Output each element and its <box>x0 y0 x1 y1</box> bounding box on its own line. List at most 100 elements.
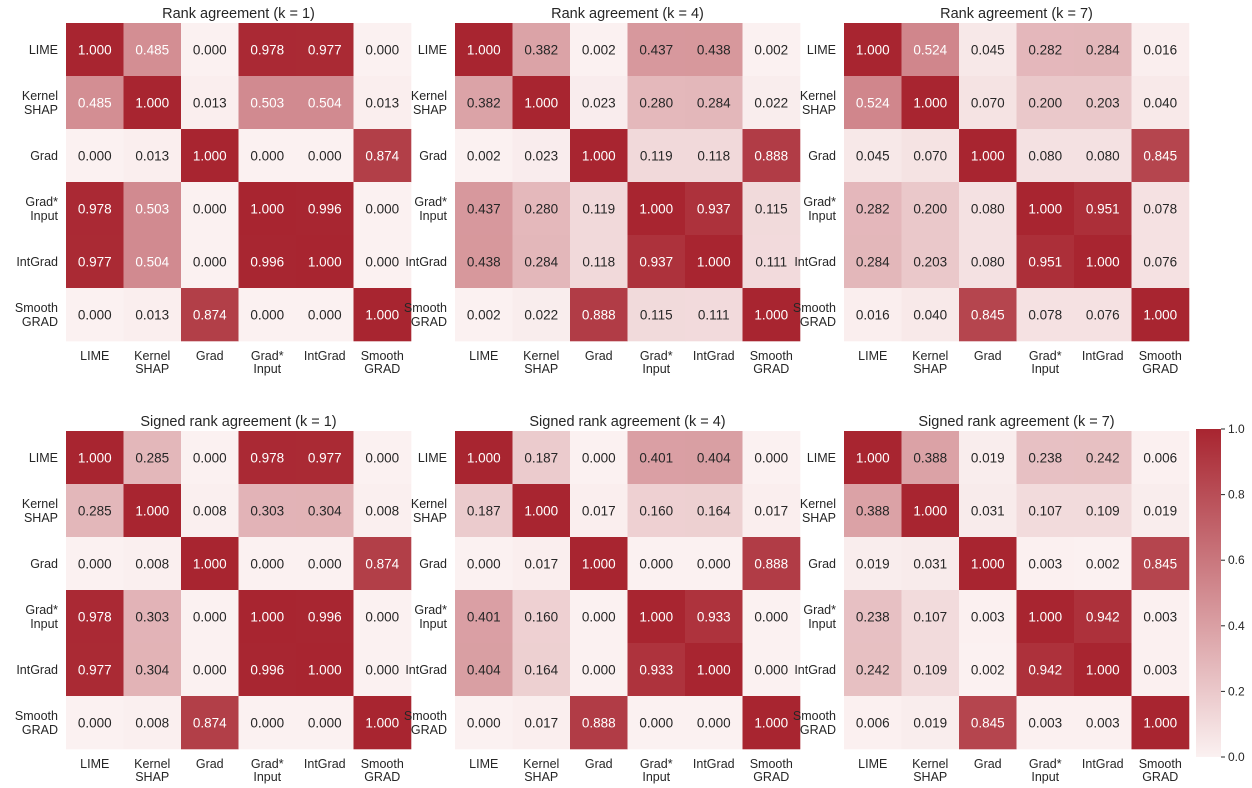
heatmap-cell <box>627 129 686 183</box>
heatmap-cell <box>181 129 239 183</box>
heatmap-cell <box>238 23 297 77</box>
col-tick-label: Grad <box>196 757 224 771</box>
heatmap-cell <box>238 537 297 591</box>
heatmap-cell <box>455 235 513 289</box>
heatmap-cell <box>123 643 182 697</box>
heatmap-cell <box>123 696 182 750</box>
heatmap-cell <box>742 182 801 236</box>
cell-value-label: 0.401 <box>639 451 673 466</box>
heatmap-cell <box>353 696 412 750</box>
row-tick-label: LIME <box>29 43 58 57</box>
heatmap-cell <box>901 129 960 183</box>
heatmap-cell <box>123 235 182 289</box>
col-tick-label: Grad* Input <box>251 757 284 784</box>
heatmap-cell <box>181 696 239 750</box>
cell-value-label: 0.080 <box>971 202 1005 217</box>
cell-value-label: 0.000 <box>250 308 284 323</box>
col-tick-label: Grad <box>585 757 613 771</box>
cell-value-label: 1.000 <box>524 96 558 111</box>
heatmap-cell <box>455 537 513 591</box>
cell-value-label: 0.000 <box>78 557 112 572</box>
col-tick-label: Kernel SHAP <box>523 757 559 784</box>
colorbar: 0.0 0.2 0.4 0.6 0.8 1.0 <box>1196 422 1245 764</box>
heatmap-cell <box>181 23 239 77</box>
cell-value-label: 0.303 <box>135 610 169 625</box>
row-tick-label: IntGrad <box>16 255 58 269</box>
heatmap-cell <box>66 129 124 183</box>
col-tick-label: Smooth GRAD <box>361 349 404 376</box>
cell-value-label: 0.951 <box>1086 202 1120 217</box>
heatmap-cell <box>66 696 124 750</box>
cell-value-label: 0.203 <box>1086 96 1120 111</box>
cell-value-label: 0.070 <box>913 149 947 164</box>
row-tick-label: Grad <box>808 557 836 571</box>
cell-value-label: 1.000 <box>754 716 788 731</box>
heatmap-cell <box>296 288 354 342</box>
cell-value-label: 0.013 <box>193 96 227 111</box>
cell-value-label: 1.000 <box>467 451 501 466</box>
heatmap-cell <box>959 431 1017 485</box>
heatmap-cell <box>1074 696 1132 750</box>
heatmap-cell <box>685 696 743 750</box>
cell-value-label: 0.000 <box>78 308 112 323</box>
heatmap-cell <box>66 23 124 77</box>
panel-title: Signed rank agreement (k = 1) <box>140 414 336 430</box>
cell-value-label: 0.238 <box>856 610 890 625</box>
heatmap-panel: Signed rank agreement (k = 7) 1.000 0.388 0… <box>793 414 1190 784</box>
col-tick-label: Smooth GRAD <box>750 757 793 784</box>
cell-value-label: 0.977 <box>78 255 112 270</box>
heatmap-cell <box>1016 696 1075 750</box>
heatmap-cell <box>512 288 571 342</box>
cell-value-label: 1.000 <box>1086 663 1120 678</box>
col-tick-label: LIME <box>80 757 109 771</box>
cell-value-label: 0.017 <box>582 504 616 519</box>
heatmap-cell <box>123 590 182 644</box>
heatmap-cell <box>1074 23 1132 77</box>
cell-value-label: 0.845 <box>971 308 1005 323</box>
cell-value-label: 1.000 <box>697 255 731 270</box>
row-tick-label: Smooth GRAD <box>793 301 836 329</box>
cell-value-label: 0.524 <box>913 43 947 58</box>
heatmap-cell <box>1074 129 1132 183</box>
heatmap-cell <box>959 484 1017 538</box>
cell-value-label: 0.845 <box>1143 149 1177 164</box>
row-tick-label: Kernel SHAP <box>22 89 58 117</box>
cell-value-label: 0.404 <box>697 451 731 466</box>
cell-value-label: 1.000 <box>971 149 1005 164</box>
col-tick-label: IntGrad <box>1082 349 1124 363</box>
heatmap-cell <box>901 235 960 289</box>
cell-value-label: 0.017 <box>524 716 558 731</box>
heatmap-cell <box>685 182 743 236</box>
row-tick-label: Grad <box>419 149 447 163</box>
heatmap-cell <box>512 643 571 697</box>
cell-value-label: 0.003 <box>1028 557 1062 572</box>
heatmap-cell <box>455 76 513 130</box>
cell-value-label: 0.002 <box>467 308 501 323</box>
heatmap-cell <box>959 129 1017 183</box>
cell-value-label: 0.942 <box>1086 610 1120 625</box>
heatmap-cell <box>455 590 513 644</box>
row-tick-label: Grad <box>30 149 58 163</box>
heatmap-cell <box>844 484 902 538</box>
cell-value-label: 0.280 <box>639 96 673 111</box>
cell-value-label: 0.160 <box>524 610 558 625</box>
cell-value-label: 1.000 <box>135 96 169 111</box>
cell-value-label: 0.951 <box>1028 255 1062 270</box>
heatmap-cell <box>627 696 686 750</box>
col-tick-label: LIME <box>858 349 887 363</box>
heatmap-cell <box>901 182 960 236</box>
colorbar-tick-label: 0.8 <box>1228 488 1245 502</box>
cell-value-label: 0.000 <box>193 663 227 678</box>
heatmap-cell <box>296 643 354 697</box>
cell-value-label: 0.284 <box>1086 43 1120 58</box>
cell-value-label: 0.437 <box>467 202 501 217</box>
cell-value-label: 1.000 <box>913 504 947 519</box>
heatmap-cell <box>1074 643 1132 697</box>
cell-value-label: 0.076 <box>1086 308 1120 323</box>
cell-value-label: 0.978 <box>250 451 284 466</box>
cell-value-label: 0.107 <box>1028 504 1062 519</box>
col-tick-label: Kernel SHAP <box>134 757 170 784</box>
cell-value-label: 0.282 <box>856 202 890 217</box>
heatmap-cell <box>353 129 412 183</box>
heatmap-cell <box>66 537 124 591</box>
